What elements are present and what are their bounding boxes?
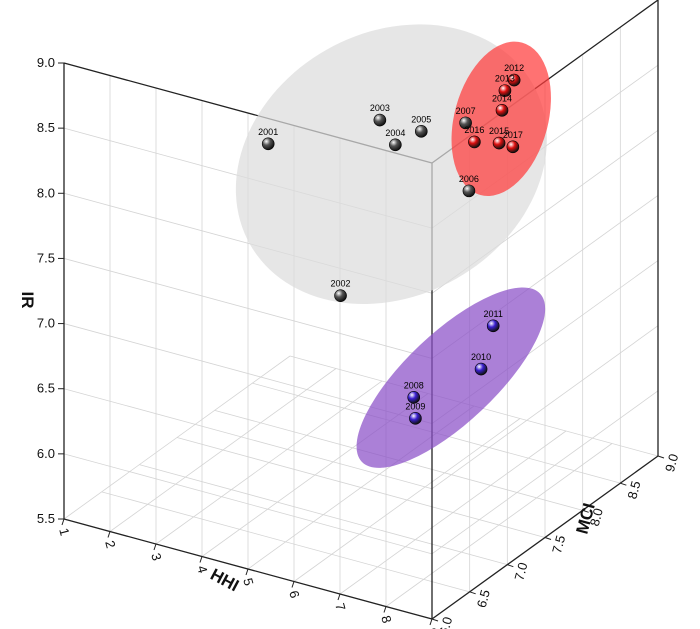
z-tick-label: 9.0 — [37, 55, 55, 70]
data-point-label: 2007 — [456, 106, 476, 116]
x-tick-mark — [383, 606, 387, 613]
data-point-label: 2003 — [370, 103, 390, 113]
z-tick-label: 8.0 — [37, 185, 55, 200]
x-tick-label: 2 — [102, 539, 118, 550]
data-point-label: 2017 — [503, 130, 523, 140]
data-point-label: 2010 — [471, 352, 491, 362]
cluster-ellipses — [235, 24, 551, 468]
x-tick-mark — [429, 618, 433, 626]
x-tick-mark — [153, 543, 157, 551]
data-point — [334, 289, 347, 302]
data-point-label: 2015 — [489, 126, 509, 136]
x-tick-label: 6 — [286, 589, 302, 600]
data-point — [459, 116, 472, 130]
data-point — [389, 138, 402, 152]
x-tick-label: 7 — [332, 601, 348, 612]
data-point — [506, 140, 520, 154]
x-tick-mark — [291, 581, 295, 588]
y-tick-label: 8.5 — [624, 479, 643, 500]
data-point — [486, 319, 500, 333]
z-tick-label: 5.5 — [37, 511, 55, 526]
x-tick-mark — [61, 518, 65, 526]
data-point-label: 2011 — [484, 309, 503, 319]
left-wall-grid-line — [63, 258, 433, 359]
data-point — [462, 184, 476, 198]
x-tick-mark — [337, 593, 341, 601]
y-tick-label: 6.5 — [474, 588, 493, 609]
z-tick-label: 6.0 — [37, 446, 55, 461]
data-point-label: 2002 — [331, 279, 351, 289]
cluster-ellipse — [451, 41, 551, 196]
y-tick-mark — [620, 482, 627, 486]
data-point — [492, 136, 506, 150]
data-point-label: 2006 — [459, 174, 479, 184]
data-point — [409, 412, 422, 425]
x-tick-label: 3 — [148, 551, 164, 562]
x-tick-mark — [245, 568, 249, 576]
floor-grid-line — [139, 464, 508, 566]
x-tick-label: 8 — [378, 614, 394, 625]
floor-grid-line — [101, 491, 470, 593]
x-axis-title: HHI — [207, 565, 242, 596]
data-point — [468, 135, 481, 149]
tick-labels: 5.56.06.57.07.58.08.59.01234567896.06.57… — [37, 55, 681, 629]
y-tick-label: 6.0 — [436, 615, 455, 629]
data-point-label: 2012 — [504, 63, 524, 73]
x-tick-label: 1 — [56, 526, 72, 537]
z-axis-title: IR — [18, 292, 37, 309]
x-tick-mark — [107, 531, 111, 538]
data-point — [507, 73, 521, 87]
data-point-label: 2013 — [495, 74, 515, 84]
floor-grid-line — [176, 437, 546, 538]
z-tick-label: 7.0 — [37, 316, 55, 331]
left-wall-grid-line — [63, 388, 433, 490]
data-point — [495, 104, 509, 117]
data-point — [414, 125, 428, 138]
z-tick-label: 7.5 — [37, 250, 55, 265]
data-point-label: 2005 — [411, 114, 431, 124]
data-point — [373, 113, 387, 127]
y-tick-mark — [431, 618, 439, 622]
y-tick-mark — [582, 509, 589, 513]
x-tick-label: 4 — [194, 564, 210, 575]
data-point — [498, 84, 512, 97]
y-tick-label: 8.0 — [587, 506, 606, 527]
x-tick-label: 5 — [240, 576, 256, 587]
z-tick-label: 6.5 — [37, 381, 55, 396]
data-point-label: 2008 — [404, 380, 424, 390]
data-point-label: 2001 — [258, 127, 278, 137]
data-point — [261, 137, 275, 151]
z-tick-label: 8.5 — [37, 120, 55, 135]
y-tick-mark — [507, 564, 514, 568]
data-point-label: 2004 — [385, 128, 405, 138]
y-tick-mark — [469, 591, 476, 595]
y-tick-label: 9.0 — [662, 452, 681, 473]
y-tick-label: 7.5 — [549, 534, 568, 555]
data-point — [407, 391, 421, 404]
y-axis-title: MCI — [572, 501, 598, 536]
cluster-ellipse — [356, 287, 546, 468]
back-wall-grid-line — [431, 390, 659, 555]
y-tick-mark — [657, 455, 665, 459]
back-wall-grid-line — [431, 325, 659, 490]
data-point-label: 2016 — [464, 125, 484, 135]
y-tick-mark — [544, 537, 552, 540]
x-tick-mark — [199, 556, 203, 563]
x-tick-label: 9 — [424, 626, 440, 629]
left-wall-grid-line — [63, 453, 433, 555]
data-point — [474, 362, 488, 376]
data-point-label: 2014 — [492, 93, 512, 103]
data-point-label: 2009 — [405, 401, 425, 411]
y-tick-label: 7.0 — [511, 561, 530, 582]
